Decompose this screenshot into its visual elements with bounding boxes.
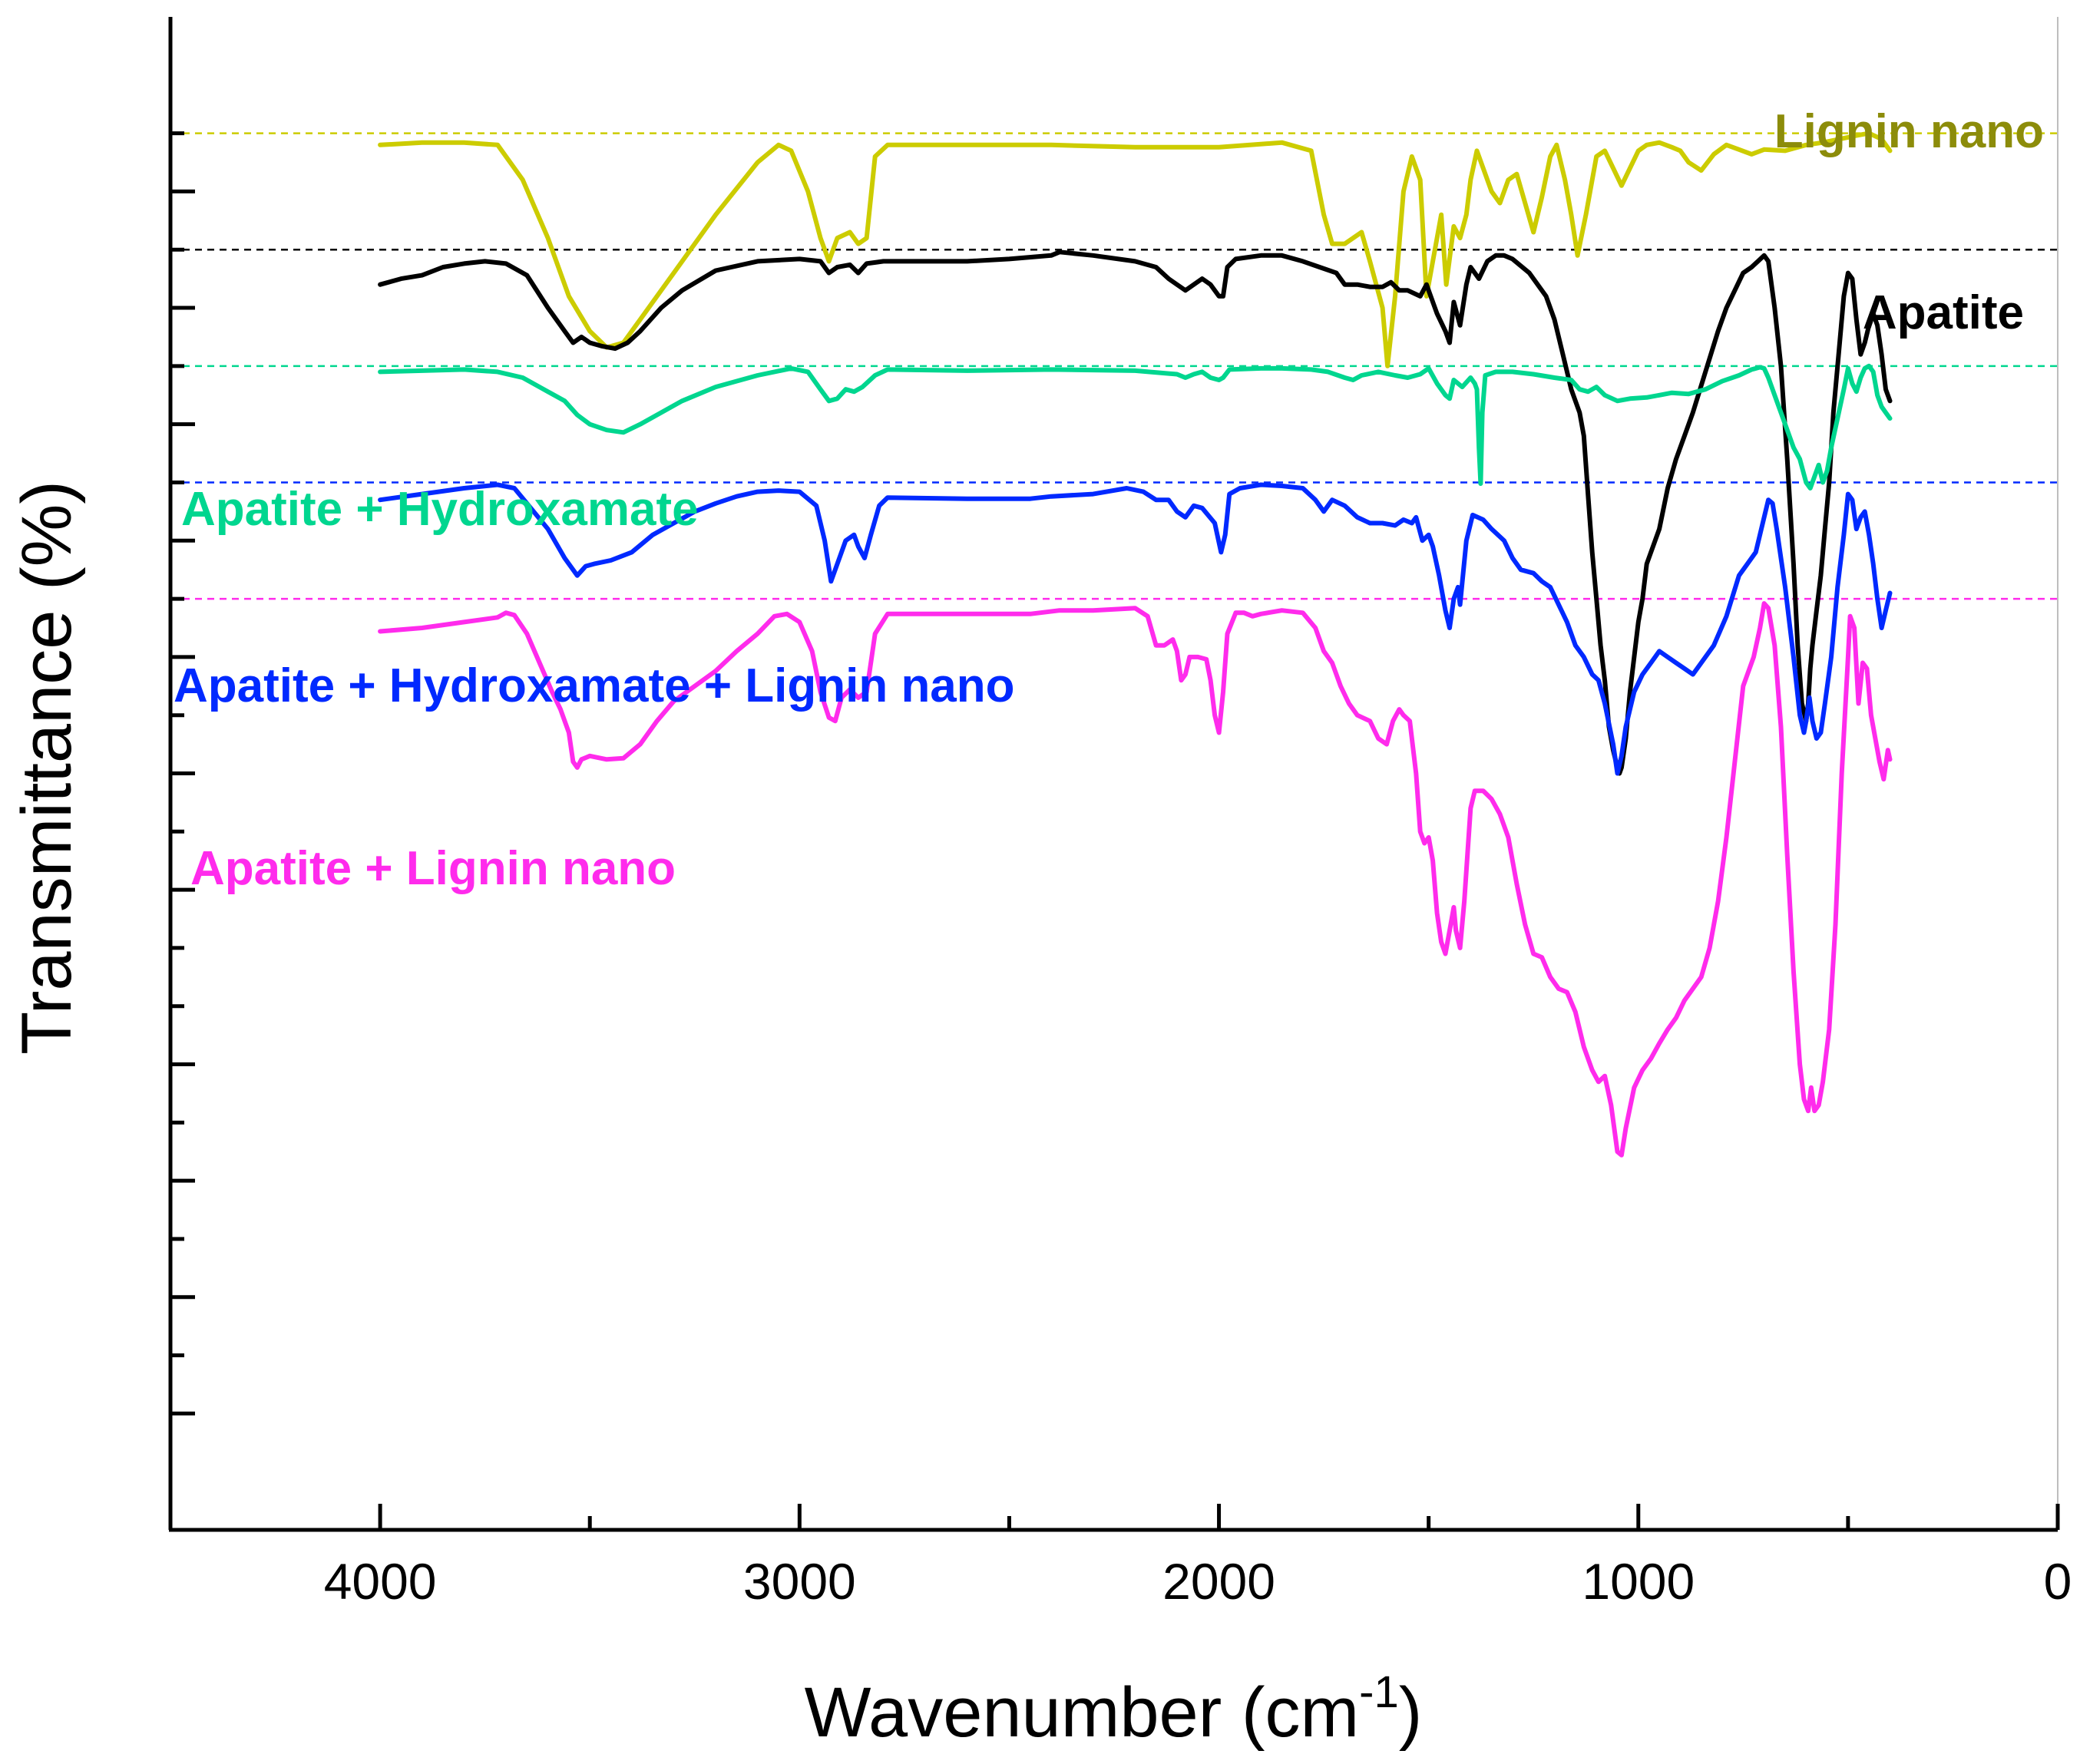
traces <box>378 130 1893 1158</box>
x-tick-label-3000: 3000 <box>743 1553 856 1610</box>
y-axis-title: Transmittance (%) <box>8 481 86 1055</box>
series-label-0: Lignin nano <box>1774 105 2044 158</box>
series-line-3 <box>378 482 1893 776</box>
series-line-0 <box>378 130 1893 368</box>
x-tick-label-4000: 4000 <box>324 1553 437 1610</box>
series-line-1 <box>378 249 1893 776</box>
series-line-2 <box>378 363 1893 491</box>
x-tick-label-0: 0 <box>2044 1553 2072 1610</box>
y-ticks <box>170 131 195 1415</box>
x-axis-title-end: ) <box>1399 1673 1423 1752</box>
x-tick-label-2000: 2000 <box>1162 1553 1275 1610</box>
x-ticks: 4000 3000 2000 1000 0 <box>324 1504 2072 1610</box>
series-label-4: Apatite + Lignin nano <box>190 842 676 895</box>
baselines <box>170 132 2058 600</box>
series-label-1: Apatite <box>1863 286 2024 339</box>
series-labels: Lignin nano Apatite Apatite + Hydroxamate A… <box>174 105 2044 895</box>
plot-frame <box>168 17 2059 1532</box>
series-line-4 <box>378 601 1893 1158</box>
x-tick-label-1000: 1000 <box>1582 1553 1695 1610</box>
x-axis-title-superscript: -1 <box>1359 1667 1399 1717</box>
x-axis-title-main: Wavenumber (cm <box>805 1673 1360 1752</box>
series-label-3: Apatite + Hydroxamate + Lignin nano <box>174 659 1015 712</box>
series-label-2: Apatite + Hydroxamate <box>181 483 699 536</box>
x-axis-title: Wavenumber (cm-1) <box>805 1667 1423 1752</box>
